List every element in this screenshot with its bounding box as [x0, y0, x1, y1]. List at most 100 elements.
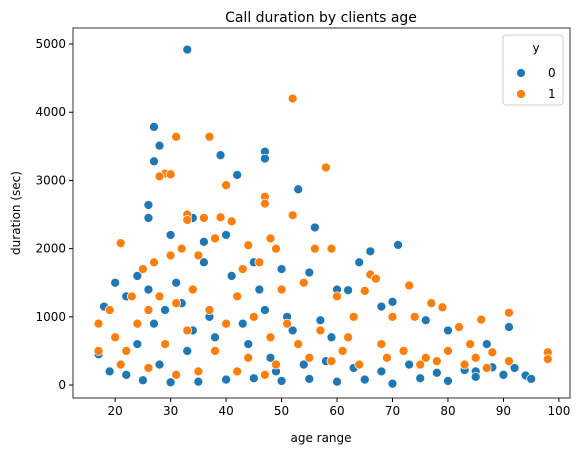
- point: [470, 352, 481, 363]
- point: [409, 311, 420, 322]
- point: [315, 325, 326, 336]
- point: [210, 332, 220, 343]
- x-tick-label: 30: [163, 404, 178, 418]
- point: [237, 318, 248, 329]
- point: [265, 233, 276, 244]
- point: [393, 240, 403, 250]
- point: [221, 230, 231, 240]
- point: [365, 246, 376, 257]
- point: [243, 240, 254, 251]
- point: [260, 305, 270, 315]
- point: [343, 332, 353, 343]
- point: [260, 369, 270, 380]
- point: [287, 93, 298, 104]
- point: [226, 216, 237, 227]
- point: [415, 359, 426, 370]
- point: [193, 250, 204, 261]
- point: [376, 301, 387, 312]
- point: [376, 366, 387, 377]
- point: [121, 369, 132, 380]
- point: [387, 311, 398, 322]
- point: [359, 374, 370, 385]
- point: [132, 271, 143, 281]
- point: [481, 339, 492, 349]
- point: [248, 373, 259, 384]
- point: [504, 356, 514, 367]
- point: [526, 374, 537, 384]
- point: [199, 236, 209, 247]
- point: [276, 376, 287, 386]
- point: [132, 318, 143, 329]
- plot-frame: [72, 27, 571, 399]
- point: [237, 264, 248, 274]
- point: [165, 230, 176, 240]
- point: [254, 257, 265, 268]
- point: [110, 277, 121, 288]
- point: [215, 212, 226, 223]
- y-tick-label: 4000: [35, 105, 66, 119]
- point: [387, 378, 398, 389]
- y-tick-label: 2000: [35, 242, 66, 256]
- point: [287, 325, 298, 336]
- legend-label: 1: [548, 87, 556, 101]
- point: [470, 372, 481, 382]
- point: [149, 318, 159, 329]
- x-axis-label: age range: [290, 431, 351, 445]
- point: [276, 284, 287, 295]
- point: [171, 131, 182, 142]
- point: [354, 359, 365, 370]
- point: [260, 198, 270, 209]
- point: [304, 352, 315, 363]
- point: [210, 346, 220, 356]
- point: [359, 286, 370, 296]
- point: [309, 222, 320, 233]
- x-tick-label: 60: [329, 404, 344, 418]
- point: [265, 352, 276, 363]
- point: [110, 332, 121, 343]
- point: [426, 298, 437, 309]
- point: [432, 356, 442, 367]
- point: [143, 284, 154, 295]
- point: [182, 215, 193, 225]
- point: [221, 374, 231, 385]
- point: [160, 339, 170, 349]
- point: [221, 318, 231, 329]
- point: [138, 375, 148, 386]
- point: [498, 369, 509, 380]
- point: [404, 359, 414, 370]
- point: [187, 284, 198, 295]
- point: [193, 376, 204, 387]
- point: [487, 347, 498, 358]
- point: [115, 359, 126, 370]
- point: [93, 346, 104, 356]
- point: [182, 44, 193, 55]
- point: [149, 257, 159, 268]
- point: [432, 367, 442, 378]
- legend-marker: [516, 68, 526, 78]
- point: [420, 352, 431, 363]
- point: [404, 280, 414, 291]
- point: [343, 285, 353, 296]
- point: [315, 315, 326, 326]
- point: [326, 356, 337, 367]
- x-tick-label: 100: [547, 404, 570, 418]
- point: [371, 273, 381, 284]
- point: [293, 339, 304, 349]
- point: [104, 305, 115, 315]
- point: [149, 156, 159, 167]
- legend-title: y: [532, 41, 539, 55]
- point: [304, 374, 315, 384]
- point: [115, 238, 126, 249]
- point: [232, 170, 243, 180]
- y-tick-label: 3000: [35, 173, 66, 187]
- point: [504, 307, 514, 318]
- point: [171, 298, 182, 309]
- point: [182, 325, 193, 336]
- point: [149, 122, 159, 132]
- point: [199, 213, 209, 223]
- point: [437, 302, 448, 313]
- point: [332, 376, 342, 387]
- point: [459, 359, 470, 370]
- point: [326, 332, 337, 343]
- x-tick-label: 90: [496, 404, 511, 418]
